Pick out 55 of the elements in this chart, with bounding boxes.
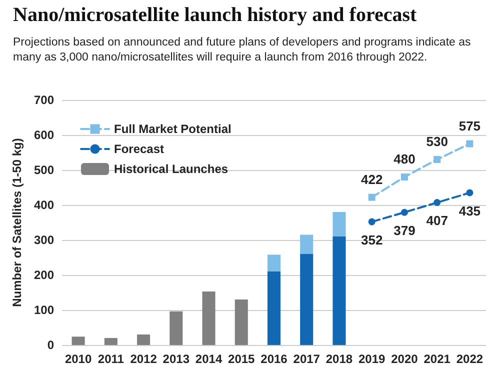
x-tick-label: 2012 [130,352,158,366]
legend-label: Full Market Potential [114,122,232,136]
bar [202,291,216,345]
x-tick-label: 2013 [162,352,190,366]
y-tick-label: 100 [34,303,54,317]
data-label: 575 [458,118,481,134]
bar [72,336,85,345]
y-tick-label: 700 [34,93,54,107]
y-tick-label: 400 [34,198,54,212]
bar [300,234,314,254]
point [434,199,441,206]
x-tick-label: 2015 [228,352,256,366]
point [400,174,408,180]
bar [300,254,314,345]
chart-subtitle: Projections based on announced and future plans of developers and programs indicate as many as 3,000 nano/microsatellites will require a launch from 2016 through 2022. [13,36,471,64]
bar [104,338,118,345]
data-label: 379 [394,222,416,238]
legend-label: Forecast [114,142,164,156]
bar [267,272,281,345]
data-label: 435 [458,203,481,218]
data-label: 407 [426,213,448,228]
point [466,189,474,196]
chart-title: Nano/microsatellite launch history and forecast [13,4,418,26]
y-tick-label: 200 [34,268,54,282]
legend-label: Historical Launches [114,162,228,176]
x-tick-label: 2010 [64,352,92,366]
y-tick-label: 600 [34,128,54,142]
x-tick-label: 2020 [391,352,418,366]
x-tick-label: 2022 [456,352,484,366]
data-label: 530 [426,134,448,149]
x-tick-label: 2021 [424,352,451,366]
point [368,218,376,226]
bar [267,254,281,272]
x-tick-label: 2018 [326,352,353,366]
x-tick-label: 2016 [260,352,288,366]
x-tick-label: 2017 [293,352,320,366]
bar [170,311,183,345]
bar [332,212,346,236]
y-tick-label: 500 [34,163,54,177]
point [434,156,441,163]
y-axis-title: Number of Satellites (1-50 kg) [10,138,24,307]
data-label: 480 [394,152,416,166]
data-label: 422 [360,172,383,187]
point [400,208,408,216]
bar [137,334,150,345]
y-tick-label: 300 [34,233,54,247]
point [466,140,474,148]
x-tick-label: 2019 [358,352,386,366]
point [368,194,376,201]
bar [332,236,346,345]
x-tick-label: 2014 [195,352,222,366]
bar [234,300,248,345]
data-label: 352 [360,232,383,248]
x-tick-label: 2011 [98,352,124,366]
y-tick-label: 0 [47,338,54,352]
